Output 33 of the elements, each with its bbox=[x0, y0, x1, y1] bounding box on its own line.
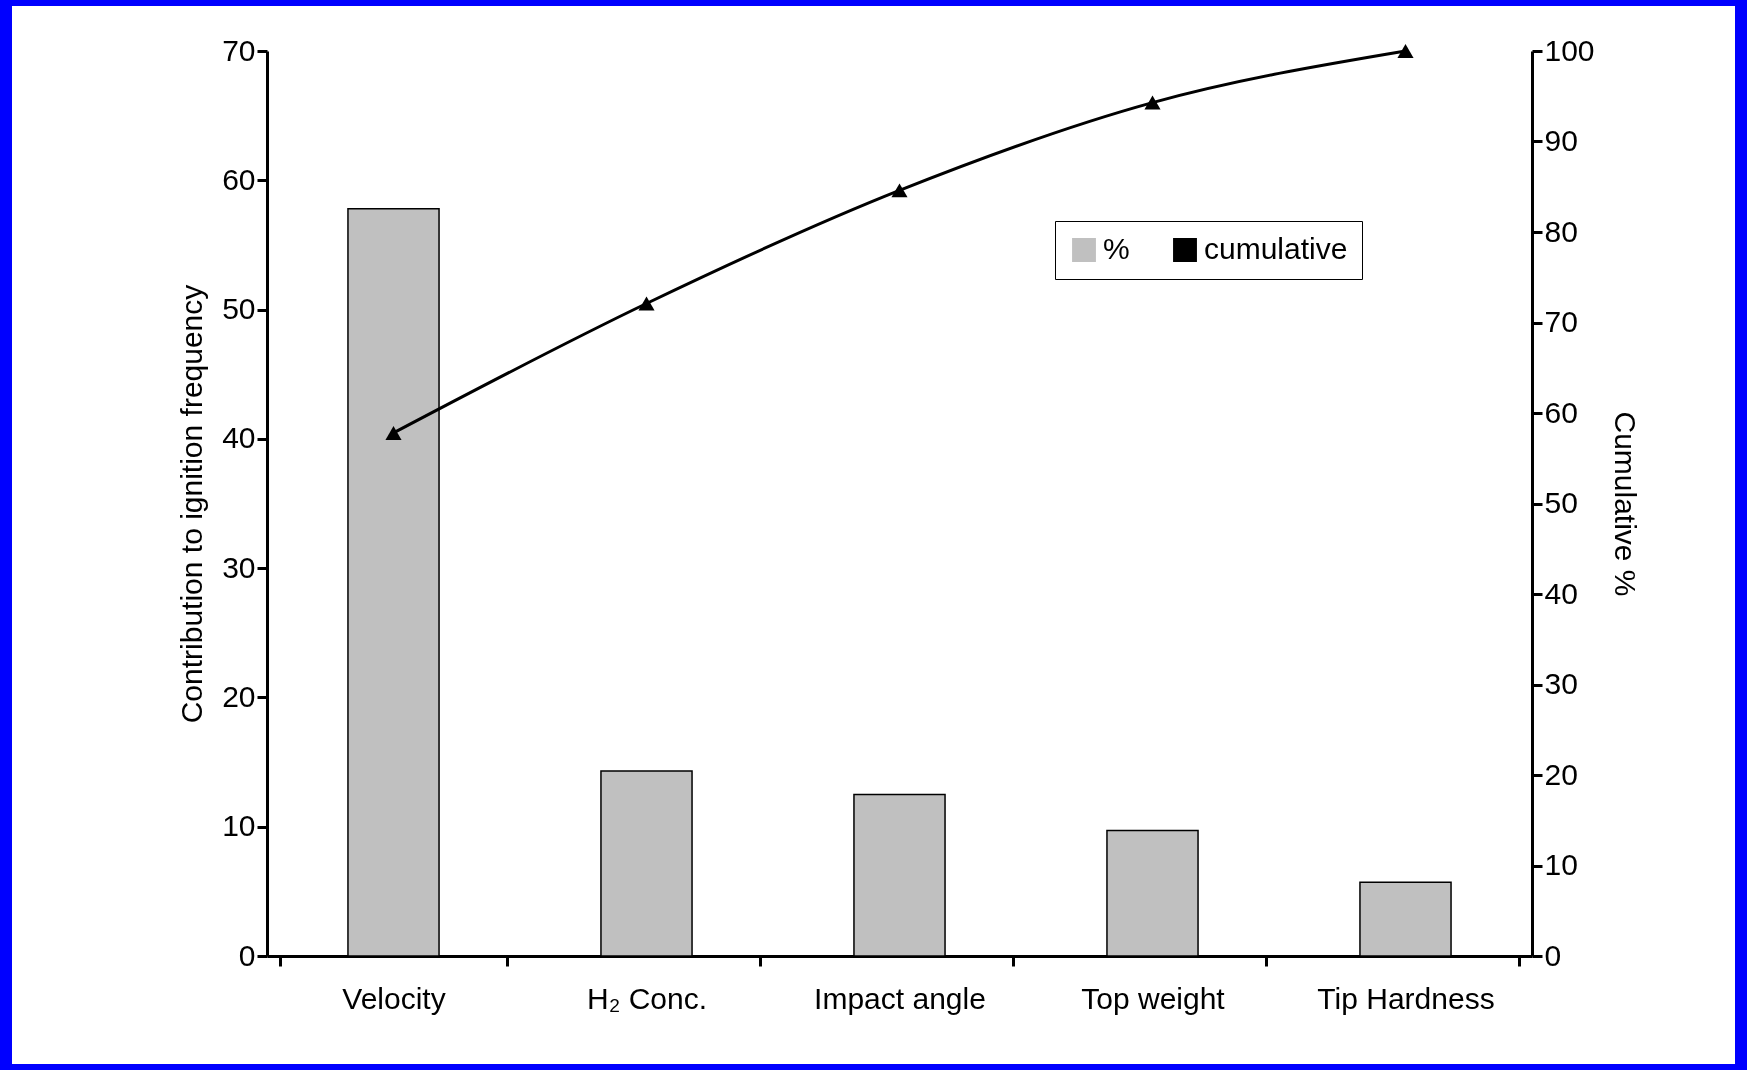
x-tick-label: Tip Hardness bbox=[1317, 981, 1495, 1015]
y-tick-label: 50 bbox=[222, 292, 256, 326]
x-tick-label: Impact angle bbox=[814, 981, 986, 1015]
x-tick-label: H₂ Conc. bbox=[586, 981, 708, 1015]
y-tick-label: 30 bbox=[222, 550, 256, 584]
y2-axis-title: Cumulative % bbox=[1608, 411, 1642, 597]
x-tick-label: Velocity bbox=[342, 981, 446, 1015]
y2-tick-label: 80 bbox=[1544, 214, 1578, 248]
y2-tick-label: 60 bbox=[1544, 395, 1578, 429]
x-tick-label: Top weight bbox=[1081, 981, 1226, 1015]
y-axis-title: Contribution to ignition frequency bbox=[175, 284, 209, 724]
point bbox=[638, 296, 655, 311]
point bbox=[1144, 95, 1161, 110]
y2-tick-label: 50 bbox=[1544, 486, 1578, 519]
y2-tick-label: 20 bbox=[1544, 757, 1578, 791]
y-tick-label: 60 bbox=[222, 162, 256, 196]
y-tick-label: 10 bbox=[222, 809, 256, 843]
legend-label: cumulative bbox=[1204, 232, 1348, 265]
y2-tick-label: 40 bbox=[1544, 576, 1578, 610]
y2-tick-label: 0 bbox=[1544, 938, 1562, 972]
y2-tick-label: 10 bbox=[1544, 848, 1578, 881]
y-tick-label: 70 bbox=[222, 33, 256, 67]
y-tick-label: 0 bbox=[238, 938, 256, 972]
legend-label: % bbox=[1103, 232, 1130, 265]
y2-tick-label: 30 bbox=[1544, 667, 1578, 700]
point bbox=[1397, 44, 1414, 58]
y2-tick-label: 100 bbox=[1544, 33, 1595, 67]
point bbox=[385, 425, 402, 440]
y-tick-label: 20 bbox=[222, 679, 256, 713]
y2-tick-label: 70 bbox=[1544, 305, 1578, 338]
y-tick-label: 40 bbox=[222, 421, 256, 455]
point bbox=[891, 183, 908, 198]
y2-tick-label: 90 bbox=[1544, 124, 1578, 157]
